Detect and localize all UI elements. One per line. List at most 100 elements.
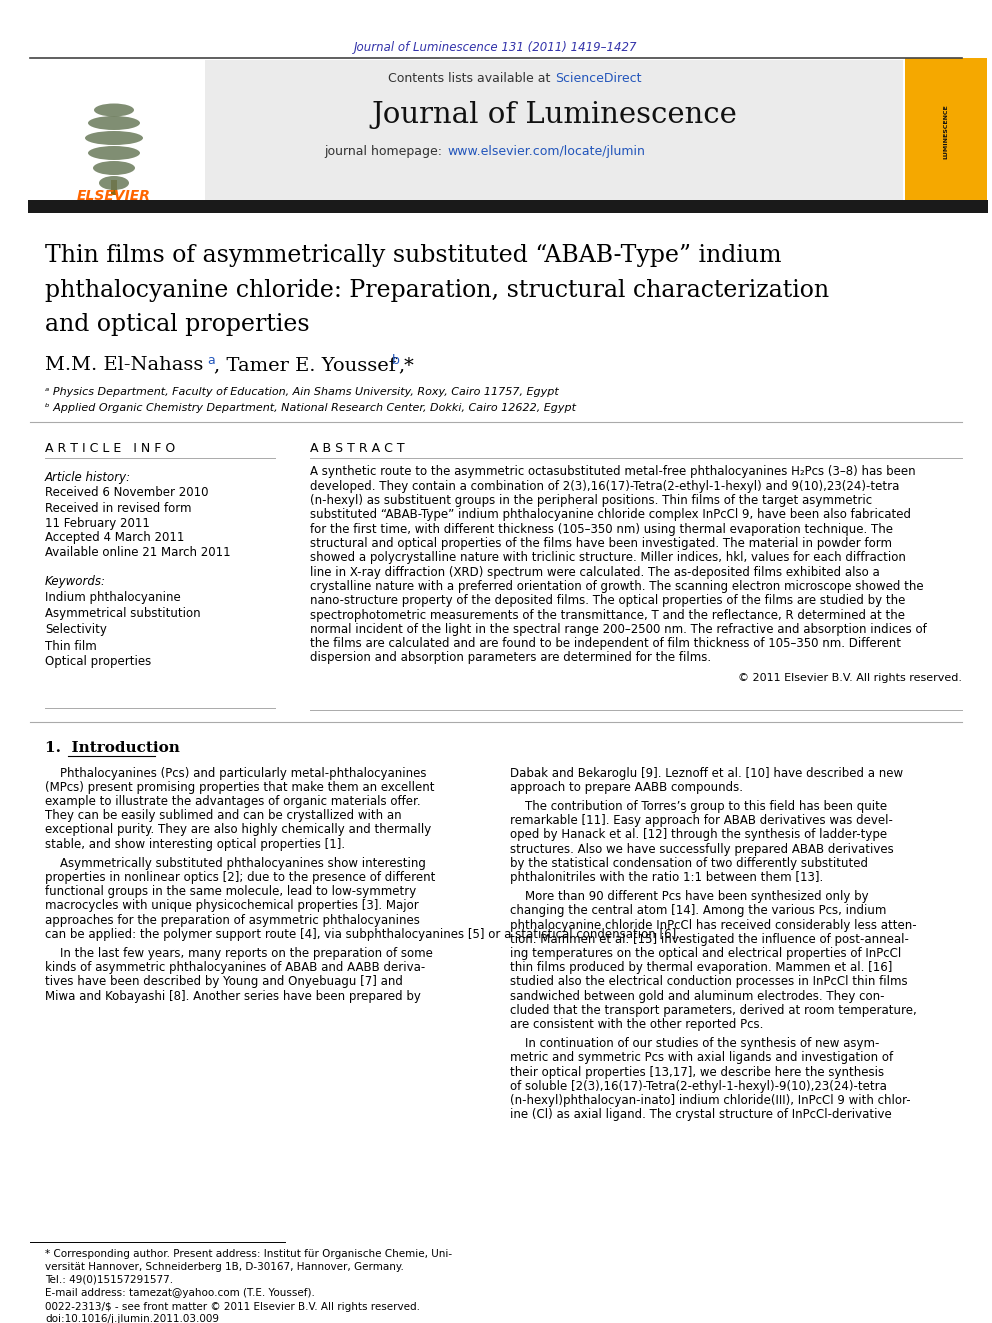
Ellipse shape	[99, 176, 129, 191]
Text: * Corresponding author. Present address: Institut für Organische Chemie, Uni-: * Corresponding author. Present address:…	[45, 1249, 452, 1259]
Text: and optical properties: and optical properties	[45, 314, 310, 336]
Text: A R T I C L E   I N F O: A R T I C L E I N F O	[45, 442, 176, 455]
Text: LUMINESCENCE: LUMINESCENCE	[943, 105, 948, 159]
Text: 11 February 2011: 11 February 2011	[45, 516, 150, 529]
Text: dispersion and absorption parameters are determined for the films.: dispersion and absorption parameters are…	[310, 651, 711, 664]
Text: normal incident of the light in the spectral range 200–2500 nm. The refractive a: normal incident of the light in the spec…	[310, 623, 927, 636]
Bar	[905, 60, 987, 200]
Text: structural and optical properties of the films have been investigated. The mater: structural and optical properties of the…	[310, 537, 892, 550]
Text: Journal of Luminescence: Journal of Luminescence	[371, 101, 737, 130]
Text: spectrophotometric measurements of the transmittance, T and the reflectance, R d: spectrophotometric measurements of the t…	[310, 609, 905, 622]
Text: showed a polycrystalline nature with triclinic structure. Miller indices, hkl, v: showed a polycrystalline nature with tri…	[310, 552, 906, 565]
Text: © 2011 Elsevier B.V. All rights reserved.: © 2011 Elsevier B.V. All rights reserved…	[738, 673, 962, 683]
Text: studied also the electrical conduction processes in InPcCl thin films: studied also the electrical conduction p…	[510, 975, 908, 988]
Text: sandwiched between gold and aluminum electrodes. They con-: sandwiched between gold and aluminum ele…	[510, 990, 885, 1003]
Text: ing temperatures on the optical and electrical properties of InPcCl: ing temperatures on the optical and elec…	[510, 947, 902, 960]
Text: Article history:: Article history:	[45, 471, 131, 483]
Text: Miwa and Kobayashi [8]. Another series have been prepared by: Miwa and Kobayashi [8]. Another series h…	[45, 990, 421, 1003]
Text: The contribution of Torres’s group to this field has been quite: The contribution of Torres’s group to th…	[510, 800, 887, 812]
Text: 0022-2313/$ - see front matter © 2011 Elsevier B.V. All rights reserved.: 0022-2313/$ - see front matter © 2011 El…	[45, 1302, 420, 1312]
Text: ᵇ Applied Organic Chemistry Department, National Research Center, Dokki, Cairo 1: ᵇ Applied Organic Chemistry Department, …	[45, 404, 576, 413]
Text: for the first time, with different thickness (105–350 nm) using thermal evaporat: for the first time, with different thick…	[310, 523, 893, 536]
Text: ELSEVIER: ELSEVIER	[77, 189, 151, 202]
Ellipse shape	[94, 103, 134, 116]
Text: properties in nonlinear optics [2]; due to the presence of different: properties in nonlinear optics [2]; due …	[45, 871, 435, 884]
Text: (MPcs) present promising properties that make them an excellent: (MPcs) present promising properties that…	[45, 781, 434, 794]
Text: cluded that the transport parameters, derived at room temperature,: cluded that the transport parameters, de…	[510, 1004, 917, 1016]
Text: They can be easily sublimed and can be crystallized with an: They can be easily sublimed and can be c…	[45, 810, 402, 822]
Text: line in X-ray diffraction (XRD) spectrum were calculated. The as-deposited films: line in X-ray diffraction (XRD) spectrum…	[310, 566, 880, 578]
Ellipse shape	[88, 146, 140, 160]
Text: Keywords:: Keywords:	[45, 576, 106, 589]
Text: Journal of Luminescence 131 (2011) 1419–1427: Journal of Luminescence 131 (2011) 1419–…	[354, 41, 638, 53]
Text: Asymmetrical substitution: Asymmetrical substitution	[45, 607, 200, 620]
Text: phthalocyanine chloride: Preparation, structural characterization: phthalocyanine chloride: Preparation, st…	[45, 279, 829, 302]
Text: 1.  Introduction: 1. Introduction	[45, 741, 180, 755]
Text: the films are calculated and are found to be independent of film thickness of 10: the films are calculated and are found t…	[310, 638, 901, 650]
Bar	[28, 200, 988, 213]
Text: ᵃ Physics Department, Faculty of Education, Ain Shams University, Roxy, Cairo 11: ᵃ Physics Department, Faculty of Educati…	[45, 388, 558, 397]
Text: tion. Mammen et al. [15] investigated the influence of post-anneal-: tion. Mammen et al. [15] investigated th…	[510, 933, 909, 946]
Text: developed. They contain a combination of 2(3),16(17)-Tetra(2-ethyl-1-hexyl) and : developed. They contain a combination of…	[310, 480, 900, 492]
Text: their optical properties [13,17], we describe here the synthesis: their optical properties [13,17], we des…	[510, 1065, 884, 1078]
Text: thin films produced by thermal evaporation. Mammen et al. [16]: thin films produced by thermal evaporati…	[510, 960, 893, 974]
Text: Received in revised form: Received in revised form	[45, 501, 191, 515]
Text: ,*: ,*	[398, 356, 414, 374]
Text: structures. Also we have successfully prepared ABAB derivatives: structures. Also we have successfully pr…	[510, 843, 894, 856]
Ellipse shape	[85, 131, 143, 146]
Text: Tel.: 49(0)15157291577.: Tel.: 49(0)15157291577.	[45, 1275, 174, 1285]
Text: remarkable [11]. Easy approach for ABAB derivatives was devel-: remarkable [11]. Easy approach for ABAB …	[510, 814, 893, 827]
Text: a: a	[207, 353, 214, 366]
Text: (n-hexyl) as substituent groups in the peripheral positions. Thin films of the t: (n-hexyl) as substituent groups in the p…	[310, 493, 872, 507]
Text: example to illustrate the advantages of organic materials offer.: example to illustrate the advantages of …	[45, 795, 421, 808]
Text: oped by Hanack et al. [12] through the synthesis of ladder-type: oped by Hanack et al. [12] through the s…	[510, 828, 887, 841]
Text: E-mail address: tamezat@yahoo.com (T.E. Youssef).: E-mail address: tamezat@yahoo.com (T.E. …	[45, 1289, 314, 1298]
Text: Thin film: Thin film	[45, 639, 97, 652]
Text: , Tamer E. Youssef: , Tamer E. Youssef	[214, 356, 396, 374]
Text: In continuation of our studies of the synthesis of new asym-: In continuation of our studies of the sy…	[510, 1037, 879, 1050]
Text: exceptional purity. They are also highly chemically and thermally: exceptional purity. They are also highly…	[45, 823, 432, 836]
Text: M.M. El-Nahass: M.M. El-Nahass	[45, 356, 203, 374]
Bar	[205, 60, 903, 200]
Text: versität Hannover, Schneiderberg 1B, D-30167, Hannover, Germany.: versität Hannover, Schneiderberg 1B, D-3…	[45, 1262, 404, 1271]
Text: (n-hexyl)phthalocyan-inato] indium chloride(III), InPcCl 9 with chlor-: (n-hexyl)phthalocyan-inato] indium chlor…	[510, 1094, 911, 1107]
Text: ine (Cl) as axial ligand. The crystal structure of InPcCl-derivative: ine (Cl) as axial ligand. The crystal st…	[510, 1109, 892, 1121]
Text: Selectivity: Selectivity	[45, 623, 107, 636]
Bar	[111, 180, 117, 194]
Text: substituted “ABAB-Type” indium phthalocyanine chloride complex InPcCl 9, have be: substituted “ABAB-Type” indium phthalocy…	[310, 508, 911, 521]
Text: A synthetic route to the asymmetric octasubstituted metal-free phthalocyanines H: A synthetic route to the asymmetric octa…	[310, 466, 916, 479]
Text: In the last few years, many reports on the preparation of some: In the last few years, many reports on t…	[45, 947, 433, 960]
Text: Optical properties: Optical properties	[45, 655, 151, 668]
Text: Phthalocyanines (Pcs) and particularly metal-phthalocyanines: Phthalocyanines (Pcs) and particularly m…	[45, 766, 427, 779]
Text: phthalonitriles with the ratio 1:1 between them [13].: phthalonitriles with the ratio 1:1 betwe…	[510, 871, 823, 884]
Text: can be applied: the polymer support route [4], via subphthalocyanines [5] or a s: can be applied: the polymer support rout…	[45, 927, 680, 941]
Text: www.elsevier.com/locate/jlumin: www.elsevier.com/locate/jlumin	[447, 146, 645, 159]
Text: journal homepage:: journal homepage:	[324, 146, 446, 159]
Text: Contents lists available at: Contents lists available at	[388, 71, 554, 85]
Ellipse shape	[88, 116, 140, 130]
Text: b: b	[392, 353, 400, 366]
Text: stable, and show interesting optical properties [1].: stable, and show interesting optical pro…	[45, 837, 345, 851]
Bar	[28, 60, 200, 200]
Text: kinds of asymmetric phthalocyanines of ABAB and AABB deriva-: kinds of asymmetric phthalocyanines of A…	[45, 960, 426, 974]
Text: Asymmetrically substituted phthalocyanines show interesting: Asymmetrically substituted phthalocyanin…	[45, 857, 426, 869]
Text: nano-structure property of the deposited films. The optical properties of the fi: nano-structure property of the deposited…	[310, 594, 906, 607]
Text: A B S T R A C T: A B S T R A C T	[310, 442, 405, 455]
Text: More than 90 different Pcs have been synthesized only by: More than 90 different Pcs have been syn…	[510, 890, 869, 904]
Text: approaches for the preparation of asymmetric phthalocyanines: approaches for the preparation of asymme…	[45, 913, 420, 926]
Text: crystalline nature with a preferred orientation of growth. The scanning electron: crystalline nature with a preferred orie…	[310, 579, 924, 593]
Text: macrocycles with unique physicochemical properties [3]. Major: macrocycles with unique physicochemical …	[45, 900, 419, 913]
Text: Thin films of asymmetrically substituted “ABAB-Type” indium: Thin films of asymmetrically substituted…	[45, 243, 782, 266]
Text: Dabak and Bekaroglu [9]. Leznoff et al. [10] have described a new: Dabak and Bekaroglu [9]. Leznoff et al. …	[510, 766, 903, 779]
Text: functional groups in the same molecule, lead to low-symmetry: functional groups in the same molecule, …	[45, 885, 417, 898]
Text: changing the central atom [14]. Among the various Pcs, indium: changing the central atom [14]. Among th…	[510, 905, 887, 917]
Text: Indium phthalocyanine: Indium phthalocyanine	[45, 591, 181, 605]
Text: metric and symmetric Pcs with axial ligands and investigation of: metric and symmetric Pcs with axial liga…	[510, 1052, 893, 1064]
Text: Accepted 4 March 2011: Accepted 4 March 2011	[45, 532, 185, 545]
Text: tives have been described by Young and Onyebuagu [7] and: tives have been described by Young and O…	[45, 975, 403, 988]
Bar	[905, 58, 987, 75]
Text: of soluble [2(3),16(17)-Tetra(2-ethyl-1-hexyl)-9(10),23(24)-tetra: of soluble [2(3),16(17)-Tetra(2-ethyl-1-…	[510, 1080, 887, 1093]
Ellipse shape	[93, 161, 135, 175]
Text: doi:10.1016/j.jlumin.2011.03.009: doi:10.1016/j.jlumin.2011.03.009	[45, 1314, 219, 1323]
Text: by the statistical condensation of two differently substituted: by the statistical condensation of two d…	[510, 857, 868, 869]
